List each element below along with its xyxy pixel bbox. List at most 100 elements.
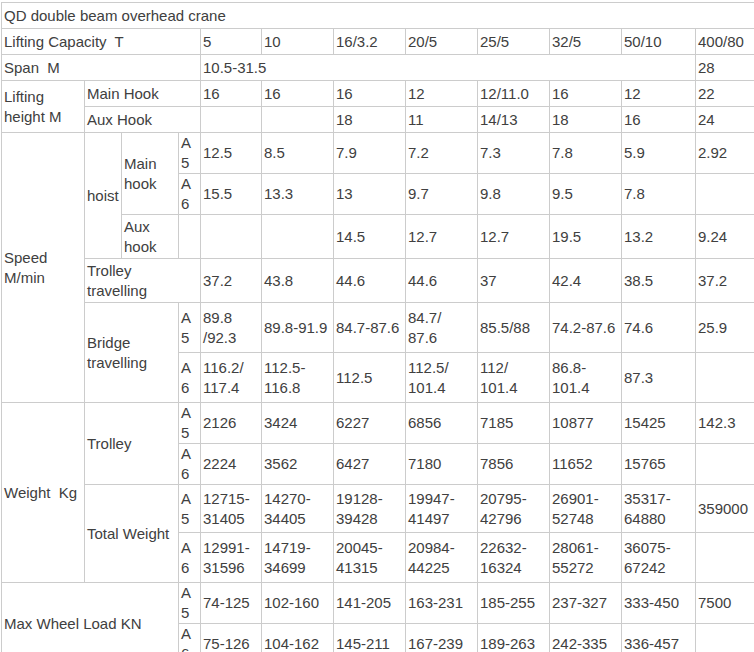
aux-hook-value: 11 [406, 107, 478, 133]
table-title: QD double beam overhead crane [2, 3, 754, 29]
weight-trolley-a5-value: 3424 [262, 403, 334, 444]
bridge-a6-value: 112.5 [334, 353, 406, 403]
grade-a5-cell: A5 [179, 485, 201, 533]
hoist-main-a5-value: 7.3 [478, 133, 550, 174]
grade-a6-cell: A6 [179, 533, 201, 583]
trolley-travelling-value: 37.2 [696, 259, 754, 303]
hoist-aux-value: 19.5 [550, 215, 622, 259]
max-wheel-a5-value: 237-327 [550, 583, 622, 624]
trolley-travelling-row: Trolley travelling 37.2 43.8 44.6 44.6 3… [2, 259, 754, 303]
lifting-capacity-value: 16/3.2 [334, 29, 406, 55]
total-weight-a6-value [696, 533, 754, 583]
weight-trolley-a5-value: 7185 [478, 403, 550, 444]
max-wheel-a5-value: 7500 [696, 583, 754, 624]
trolley-travelling-value: 43.8 [262, 259, 334, 303]
bridge-a5-value: 74.6 [622, 303, 696, 353]
hoist-main-a6-value: 9.8 [478, 174, 550, 215]
hoist-main-a6-value: 13 [334, 174, 406, 215]
main-hook-value: 12/11.0 [478, 81, 550, 107]
weight-trolley-label: Trolley [85, 403, 179, 485]
total-weight-a5-value: 26901- 52748 [550, 485, 622, 533]
hoist-aux-value: 9.24 [696, 215, 754, 259]
total-weight-a5-row: Total Weight A5 12715- 31405 14270- 3440… [2, 485, 754, 533]
weight-trolley-a5-value: 10877 [550, 403, 622, 444]
lifting-capacity-value: 5 [201, 29, 262, 55]
max-wheel-a6-value: 104-162 [262, 624, 334, 652]
hoist-main-a6-value: 9.7 [406, 174, 478, 215]
bridge-a5-value: 85.5/88 [478, 303, 550, 353]
aux-hook-value: 24 [696, 107, 754, 133]
weight-trolley-a5-value: 6856 [406, 403, 478, 444]
trolley-travelling-value: 44.6 [334, 259, 406, 303]
total-weight-a5-value: 19947- 41497 [406, 485, 478, 533]
grade-empty-cell [179, 215, 201, 259]
max-wheel-a6-value [696, 624, 754, 652]
bridge-travelling-a5-row: Bridge travelling A5 89.8 /92.3 89.8-91.… [2, 303, 754, 353]
weight-trolley-a6-value: 11652 [550, 444, 622, 485]
total-weight-a6-value: 36075- 67242 [622, 533, 696, 583]
grade-a6-cell: A6 [179, 624, 201, 652]
hoist-main-a5-value: 5.9 [622, 133, 696, 174]
main-hook-value: 12 [406, 81, 478, 107]
aux-hook-value: 18 [334, 107, 406, 133]
grade-a6-cell: A6 [179, 444, 201, 485]
max-wheel-a5-value: 141-205 [334, 583, 406, 624]
hoist-main-a6-value: 13.3 [262, 174, 334, 215]
grade-a5-cell: A5 [179, 303, 201, 353]
trolley-travelling-value: 42.4 [550, 259, 622, 303]
max-wheel-a6-value: 189-263 [478, 624, 550, 652]
hoist-aux-value: 12.7 [478, 215, 550, 259]
weight-trolley-a5-value: 6227 [334, 403, 406, 444]
hoist-main-a5-value: 7.2 [406, 133, 478, 174]
lifting-height-aux-hook-row: Aux Hook 18 11 14/13 18 16 24 [2, 107, 754, 133]
bridge-a6-value: 112.5/ 101.4 [406, 353, 478, 403]
lifting-capacity-value: 10 [262, 29, 334, 55]
aux-hook-label: Aux Hook [85, 107, 201, 133]
max-wheel-a6-value: 167-239 [406, 624, 478, 652]
lifting-height-main-hook-row: Lifting height M Main Hook 16 16 16 12 1… [2, 81, 754, 107]
hoist-main-a6-value: 7.8 [622, 174, 696, 215]
hoist-aux-value [201, 215, 262, 259]
max-wheel-a5-value: 185-255 [478, 583, 550, 624]
grade-a6-cell: A6 [179, 174, 201, 215]
bridge-a6-value [696, 353, 754, 403]
span-label: Span M [2, 55, 201, 81]
total-weight-a6-value: 20984- 44225 [406, 533, 478, 583]
trolley-travelling-label: Trolley travelling [85, 259, 201, 303]
speed-label: Speed M/min [2, 133, 85, 403]
bridge-a5-value: 84.7/ 87.6 [406, 303, 478, 353]
total-weight-a5-value: 20795- 42796 [478, 485, 550, 533]
max-wheel-a5-value: 333-450 [622, 583, 696, 624]
max-wheel-a6-value: 145-211 [334, 624, 406, 652]
hoist-main-a6-value: 9.5 [550, 174, 622, 215]
total-weight-a5-value: 12715- 31405 [201, 485, 262, 533]
aux-hook-value: 16 [622, 107, 696, 133]
aux-hook-value: 18 [550, 107, 622, 133]
weight-label: Weight Kg [2, 403, 85, 583]
bridge-a6-value: 87.3 [622, 353, 696, 403]
lifting-capacity-value: 50/10 [622, 29, 696, 55]
main-hook-value: 12 [622, 81, 696, 107]
max-wheel-a5-value: 102-160 [262, 583, 334, 624]
bridge-a5-value: 89.8-91.9 [262, 303, 334, 353]
main-hook-label: Main Hook [85, 81, 201, 107]
bridge-a6-value: 112/ 101.4 [478, 353, 550, 403]
total-weight-a5-value: 19128- 39428 [334, 485, 406, 533]
span-value: 10.5-31.5 [201, 55, 696, 81]
bridge-a5-value: 25.9 [696, 303, 754, 353]
weight-trolley-a6-value: 15765 [622, 444, 696, 485]
hoist-main-a6-value [696, 174, 754, 215]
max-wheel-a6-value: 336-457 [622, 624, 696, 652]
hoist-main-a5-value: 7.9 [334, 133, 406, 174]
bridge-a5-value: 89.8 /92.3 [201, 303, 262, 353]
hoist-main-a5-value: 12.5 [201, 133, 262, 174]
main-hook-value: 16 [550, 81, 622, 107]
weight-trolley-a5-row: Weight Kg Trolley A5 2126 3424 6227 6856… [2, 403, 754, 444]
weight-trolley-a6-value: 2224 [201, 444, 262, 485]
hoist-aux-value [262, 215, 334, 259]
trolley-travelling-value: 37 [478, 259, 550, 303]
grade-a5-cell: A5 [179, 583, 201, 624]
hoist-main-hook-label: Main hook [122, 133, 179, 215]
grade-a6-cell: A6 [179, 353, 201, 403]
total-weight-a6-value: 28061- 55272 [550, 533, 622, 583]
